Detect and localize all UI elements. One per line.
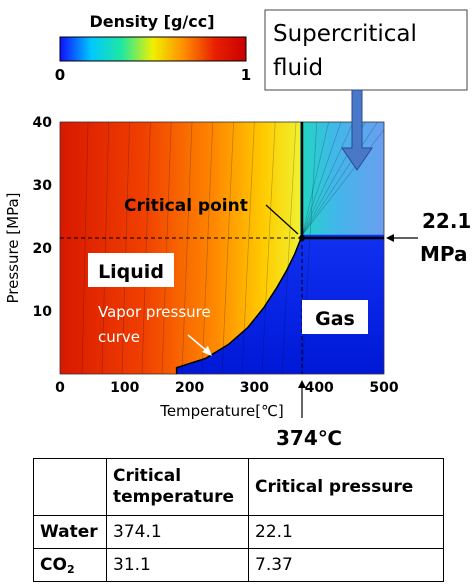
y-axis-ticks: 10 20 30 40 (33, 115, 53, 320)
y-axis-label: Pressure [MPa] (4, 192, 22, 303)
supercritical-label-line1: Supercritical (273, 21, 417, 47)
density-isoline (141, 122, 151, 374)
y-tick-label: 10 (33, 304, 53, 320)
pressure-value-label: 22.1 (422, 209, 471, 233)
table-header-row: Critical temperature Critical pressure (33, 458, 444, 516)
x-axis-ticks: 0 100 200 300 400 500 (55, 380, 399, 396)
gas-label-box (302, 300, 368, 334)
y-tick-label: 20 (33, 241, 53, 257)
plot-frame (59, 121, 385, 375)
density-isoline (121, 122, 130, 374)
x-tick-label: 100 (110, 380, 139, 396)
supercritical-region (300, 122, 384, 238)
density-isoline (181, 122, 193, 374)
water-critical-temperature: 374.1 (106, 515, 249, 549)
supercritical-isoline (302, 129, 384, 235)
density-isoline (81, 122, 89, 374)
y-tick-label: 40 (33, 115, 53, 131)
table-row: Water 374.1 22.1 (33, 515, 444, 549)
row-label-water: Water (33, 515, 107, 549)
supercritical-label-line2: fluid (273, 55, 323, 81)
supercritical-callout-box (264, 9, 468, 91)
critical-point-label: Critical point (124, 196, 248, 216)
critical-point-marker (299, 235, 305, 241)
gas-region (176, 234, 384, 374)
supercritical-isoline (302, 122, 330, 235)
density-isolines (81, 122, 384, 374)
density-isoline (241, 122, 255, 374)
critical-temperature-label: 374℃ (276, 426, 342, 450)
density-isoline (281, 122, 297, 374)
water-critical-pressure: 22.1 (248, 515, 444, 549)
density-isoline (261, 122, 276, 374)
x-tick-label: 200 (175, 380, 204, 396)
vapor-curve-pointer (187, 334, 209, 353)
colorbar-min-label: 0 (55, 66, 65, 84)
density-isoline (101, 122, 110, 374)
supercritical-arrow (341, 89, 373, 171)
table-header-critical-pressure: Critical pressure (248, 458, 444, 516)
co2-critical-pressure: 7.37 (248, 548, 444, 582)
row-label-text: Water (40, 521, 98, 542)
colorbar-title: Density [g/cc] (89, 12, 214, 31)
x-axis-label: Temperature[℃] (159, 402, 284, 420)
pressure-unit-label: MPa (420, 242, 468, 266)
temperature-arrow-head (298, 380, 306, 388)
liquid-label: Liquid (98, 261, 164, 283)
co2-critical-temperature: 31.1 (106, 548, 249, 582)
density-isoline (161, 122, 172, 374)
density-isoline (221, 122, 234, 374)
x-tick-label: 500 (369, 380, 398, 396)
table-row: CO2 31.1 7.37 (33, 548, 444, 582)
vapor-curve-pointer-head (202, 346, 212, 356)
colorbar (59, 36, 247, 62)
vapor-curve-label-line1: Vapor pressure (98, 303, 211, 321)
critical-point-pointer (265, 204, 299, 235)
vapor-curve-label-line2: curve (98, 328, 140, 346)
vapor-pressure-curve (175, 234, 304, 375)
liquid-label-box (88, 253, 174, 287)
row-label-co2: CO2 (33, 548, 107, 582)
row-label-text: CO (40, 554, 67, 575)
supercritical-isoline (302, 122, 342, 235)
x-tick-label: 0 (55, 380, 65, 396)
table-header-critical-temperature: Critical temperature (106, 458, 249, 516)
critical-properties-table: Critical temperature Critical pressure W… (33, 458, 444, 582)
supercritical-isoline (302, 122, 378, 235)
table-header-empty (33, 458, 107, 516)
x-tick-label: 300 (240, 380, 269, 396)
x-tick-label: 400 (305, 380, 334, 396)
supercritical-isoline (302, 122, 354, 235)
gas-label: Gas (315, 308, 355, 330)
row-label-subscript: 2 (66, 562, 75, 576)
pressure-arrow-head (386, 234, 394, 242)
colorbar-max-label: 1 (241, 66, 251, 84)
density-isoline (201, 122, 214, 374)
y-tick-label: 30 (33, 178, 53, 194)
phase-diagram: Density [g/cc] 0 1 Supercritical fluid 2… (4, 9, 471, 450)
